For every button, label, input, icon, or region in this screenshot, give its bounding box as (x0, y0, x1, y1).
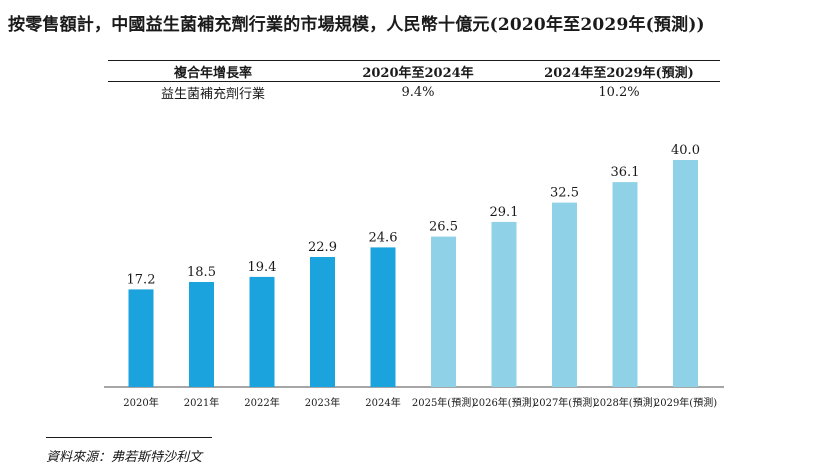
x-tick-label-5: 2025年(預測) (412, 396, 475, 409)
source-rule (46, 437, 212, 438)
x-tick-label-7: 2027年(預測) (533, 396, 596, 409)
bar-5 (431, 236, 456, 387)
data-label-0: 17.2 (127, 272, 156, 287)
cagr-table-header-rule (108, 81, 720, 82)
x-tick-label-4: 2024年 (365, 396, 400, 409)
x-tick-label-3: 2023年 (305, 396, 340, 409)
data-label-9: 40.0 (671, 143, 700, 158)
cagr-header-period-1: 2020年至2024年 (362, 65, 474, 81)
cagr-row-value-2: 10.2% (598, 84, 640, 100)
x-tick-label-8: 2028年(預測) (593, 396, 656, 409)
bar-4 (370, 247, 396, 387)
data-label-1: 18.5 (187, 265, 216, 280)
cagr-table: 複合年增長率 2020年至2024年 2024年至2029年(預測) 益生菌補充… (108, 60, 720, 102)
data-label-6: 29.1 (490, 205, 519, 220)
bar-1 (189, 282, 214, 387)
data-label-8: 36.1 (611, 165, 640, 180)
bar-6 (491, 221, 517, 387)
data-label-2: 19.4 (248, 260, 277, 275)
chart-title: 按零售額計，中國益生菌補充劑行業的市場規模，人民幣十億元(2020年至2029年… (8, 15, 705, 35)
cagr-table-top-rule (108, 60, 720, 61)
bar-0 (128, 289, 154, 387)
cagr-header-period-2: 2024年至2029年(預測) (544, 65, 694, 81)
cagr-row-value-1: 9.4% (401, 84, 435, 100)
x-tick-label-6: 2026年(預測) (472, 396, 535, 409)
data-label-4: 24.6 (369, 230, 398, 245)
cagr-table-header-row: 複合年增長率 2020年至2024年 2024年至2029年(預測) (108, 61, 720, 81)
x-tick-label-2: 2022年 (244, 396, 279, 409)
source-note: 資料來源：弗若斯特沙利文 (46, 450, 203, 465)
bar-9 (673, 160, 698, 387)
bar-2 (249, 276, 275, 387)
cagr-row-label: 益生菌補充劑行業 (160, 86, 265, 102)
x-tick-label-9: 2029年(預測) (654, 396, 717, 409)
bar-8 (612, 182, 638, 387)
data-label-3: 22.9 (308, 240, 337, 255)
x-tick-label-1: 2021年 (184, 396, 219, 409)
cagr-header-label: 複合年增長率 (173, 65, 252, 81)
bar-7 (552, 202, 577, 387)
data-label-7: 32.5 (550, 186, 579, 201)
data-label-5: 26.5 (429, 220, 458, 235)
bar-3 (310, 257, 335, 387)
cagr-table-row: 益生菌補充劑行業 9.4% 10.2% (108, 82, 720, 102)
x-tick-label-0: 2020年 (123, 396, 158, 409)
